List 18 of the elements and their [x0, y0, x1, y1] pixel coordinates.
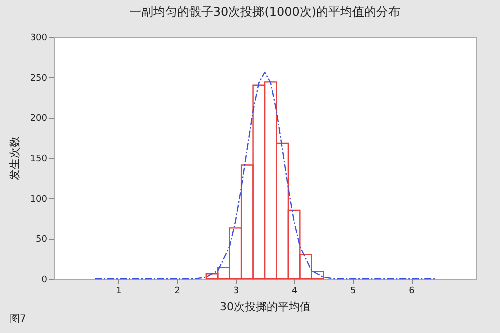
- x-tick-label: 4: [292, 286, 298, 296]
- y-tick-label: 150: [30, 154, 48, 164]
- x-tick-label: 6: [409, 286, 416, 296]
- line-series: [94, 72, 436, 280]
- y-tick-label: 100: [30, 194, 48, 205]
- x-tick-label: 5: [350, 286, 356, 296]
- x-tick-label: 3: [233, 286, 240, 296]
- y-tick-label: 300: [30, 34, 48, 44]
- x-tick-label: 2: [174, 286, 180, 296]
- y-tick-label: 0: [42, 276, 48, 286]
- y-tick-label: 250: [30, 74, 48, 84]
- y-axis-title: 发生次数: [8, 136, 22, 180]
- x-tick-label: 1: [116, 286, 122, 296]
- y-tick-label: 50: [36, 235, 48, 246]
- y-tick-label: 200: [30, 114, 48, 124]
- caption: 图7: [10, 313, 26, 326]
- chart-title: 一副均匀的骰子30次投掷(1000次)的平均值的分布: [129, 5, 401, 19]
- x-axis-title: 30次投掷的平均值: [220, 300, 311, 314]
